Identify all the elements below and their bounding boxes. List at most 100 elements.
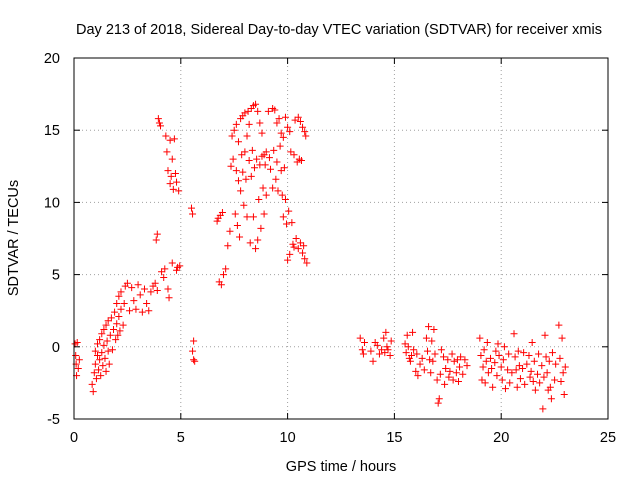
data-point <box>100 325 108 333</box>
data-point <box>449 376 457 384</box>
data-point <box>236 233 244 241</box>
data-point <box>170 135 178 143</box>
x-axis-label: GPS time / hours <box>286 459 396 475</box>
data-point <box>300 242 308 250</box>
data-point <box>487 354 495 362</box>
data-point <box>484 369 492 377</box>
data-point <box>527 367 535 375</box>
chart-title: Day 213 of 2018, Sidereal Day-to-day VTE… <box>76 22 602 38</box>
data-point <box>489 383 497 391</box>
data-point <box>257 224 265 232</box>
data-point <box>102 367 110 375</box>
data-point <box>386 351 394 359</box>
y-axis-label: SDTVAR / TECUs <box>6 180 22 296</box>
data-point <box>291 116 299 124</box>
data-point <box>126 307 134 315</box>
data-point <box>245 157 253 165</box>
data-point <box>493 372 501 380</box>
data-point <box>410 346 418 354</box>
data-point <box>297 157 305 165</box>
data-point <box>288 219 296 227</box>
data-point <box>508 369 516 377</box>
data-point <box>442 364 450 372</box>
data-point <box>173 178 181 186</box>
data-point <box>190 337 198 345</box>
data-point <box>440 353 448 361</box>
data-point <box>134 281 142 289</box>
data-point <box>108 346 116 354</box>
data-point <box>155 119 163 127</box>
data-point <box>112 336 120 344</box>
x-tick-label: 15 <box>386 430 402 446</box>
data-point <box>284 123 292 131</box>
data-point <box>492 347 500 355</box>
data-point <box>228 132 236 140</box>
data-point <box>430 325 438 333</box>
data-point <box>218 209 226 217</box>
data-point <box>153 230 161 238</box>
data-point <box>73 338 81 346</box>
data-point <box>289 240 297 248</box>
data-point <box>271 106 279 114</box>
data-point <box>525 351 533 359</box>
y-tick-label: 10 <box>44 195 60 211</box>
data-point <box>248 146 256 154</box>
data-point <box>519 364 527 372</box>
data-point <box>152 236 160 244</box>
data-point <box>147 288 155 296</box>
data-point <box>244 107 252 115</box>
data-point <box>500 343 508 351</box>
data-point <box>435 395 443 403</box>
data-point <box>286 128 294 136</box>
data-point <box>279 133 287 141</box>
data-point <box>287 148 295 156</box>
data-point <box>119 321 127 329</box>
data-point <box>161 265 169 273</box>
data-point <box>187 204 195 212</box>
data-point <box>128 284 136 292</box>
data-point <box>262 148 270 156</box>
data-point <box>521 380 529 388</box>
data-point <box>273 119 281 127</box>
data-point <box>479 363 487 371</box>
data-point <box>217 281 225 289</box>
data-point <box>254 107 262 115</box>
data-point <box>456 363 464 371</box>
data-point <box>514 347 522 355</box>
data-point <box>526 373 534 381</box>
data-point <box>491 359 499 367</box>
data-point <box>461 356 469 364</box>
x-tick-label: 5 <box>177 430 185 446</box>
data-point <box>270 146 278 154</box>
data-point <box>441 380 449 388</box>
data-point <box>267 165 275 173</box>
data-point <box>154 115 162 123</box>
data-point <box>98 330 106 338</box>
grid-lines <box>74 58 608 419</box>
data-point <box>283 220 291 228</box>
data-point <box>539 405 547 413</box>
data-point <box>457 353 465 361</box>
data-point <box>117 305 125 313</box>
data-point <box>483 338 491 346</box>
data-point <box>241 148 249 156</box>
data-point <box>535 350 543 358</box>
data-point <box>281 113 289 121</box>
data-point <box>253 155 261 163</box>
data-point <box>510 330 518 338</box>
data-point <box>294 245 302 253</box>
data-point <box>513 383 521 391</box>
data-point <box>445 373 453 381</box>
data-point <box>414 372 422 380</box>
data-point <box>276 142 284 150</box>
data-point <box>237 187 245 195</box>
y-tick-label: 15 <box>44 123 60 139</box>
data-point <box>303 259 311 267</box>
data-point <box>531 386 539 394</box>
data-point <box>545 357 553 365</box>
data-point <box>452 369 460 377</box>
data-point <box>175 187 183 195</box>
plot-frame <box>73 57 609 420</box>
data-point <box>72 351 80 359</box>
data-point <box>380 334 388 342</box>
